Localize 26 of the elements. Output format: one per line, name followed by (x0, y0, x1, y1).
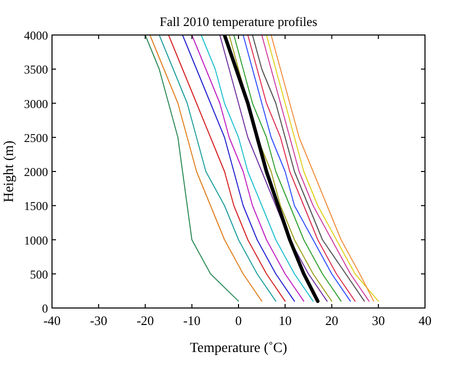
x-tick-label: 0 (235, 313, 242, 328)
y-tick-label: 2000 (24, 165, 48, 179)
y-tick-label: 500 (30, 267, 48, 282)
line-series (144, 35, 239, 302)
y-tick-label: 1500 (24, 199, 48, 214)
y-tick-label: 4000 (24, 28, 48, 42)
y-tick-label: 3500 (24, 62, 48, 77)
line-series (191, 35, 304, 302)
line-series (182, 35, 295, 302)
y-axis-title: Height (m) (2, 140, 17, 202)
x-tick-label: -40 (43, 313, 61, 328)
x-tick-label: 20 (325, 313, 338, 328)
y-tick-label: 0 (42, 302, 48, 316)
line-series (200, 35, 314, 302)
x-tick-label: 10 (278, 313, 292, 328)
x-tick-label: -20 (136, 313, 154, 328)
x-tick-label: -10 (183, 313, 201, 328)
x-tick-label: 30 (372, 313, 385, 328)
x-tick-label: -30 (90, 313, 108, 328)
chart-title: Fall 2010 temperature profiles (160, 14, 318, 29)
y-tick-label: 2500 (24, 130, 48, 145)
line-series (149, 35, 262, 302)
x-axis-title: Temperature (˚C) (190, 341, 288, 356)
x-tick-label: 40 (418, 313, 432, 328)
y-tick-label: 1000 (24, 233, 48, 248)
y-tick-label: 3000 (24, 96, 48, 111)
